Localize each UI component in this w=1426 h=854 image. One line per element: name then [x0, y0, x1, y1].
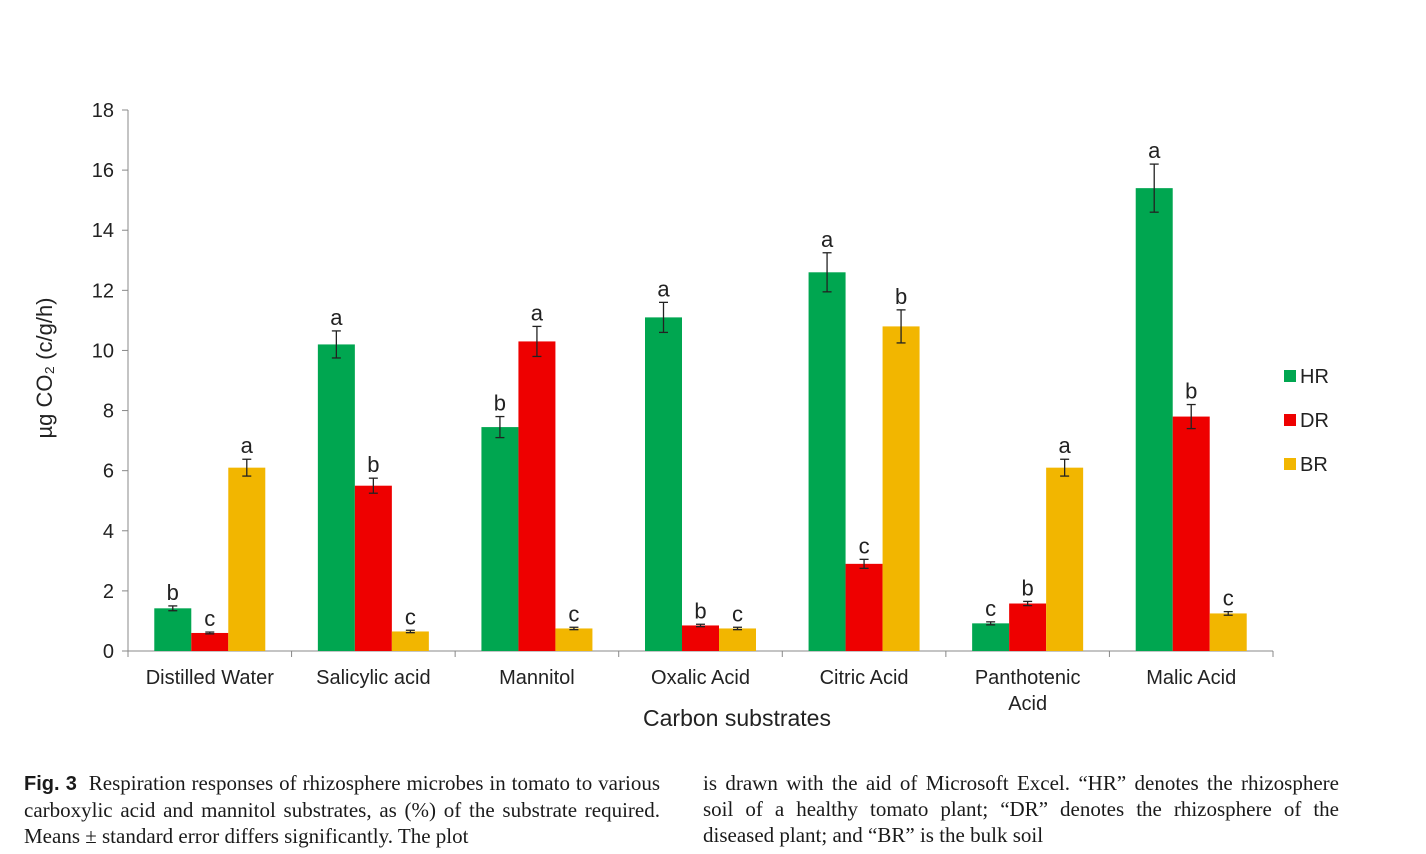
significance-letter: a	[330, 305, 343, 330]
y-tick-label: 18	[92, 100, 114, 122]
x-tick-label: Panthotenic	[975, 667, 1081, 689]
bar-dr	[682, 625, 719, 651]
legend-swatch-hr	[1284, 370, 1296, 382]
bar-hr	[317, 344, 355, 651]
significance-letter: b	[167, 580, 179, 605]
y-axis: 0 2 4 6 8 10 12 14 16 18	[92, 100, 129, 663]
legend-swatch-dr	[1284, 414, 1296, 426]
legend-swatch-br	[1284, 458, 1296, 470]
x-tick-label: Malic Acid	[1146, 667, 1236, 689]
significance-letter: b	[494, 391, 506, 416]
y-tick-label: 4	[103, 521, 114, 543]
significance-letter: b	[694, 598, 706, 623]
caption-text-left: Respiration responses of rhizosphere mic…	[24, 771, 660, 848]
figure-caption-left: Fig. 3 Respiration responses of rhizosph…	[24, 770, 660, 849]
caption-text-right: is drawn with the aid of Microsoft Excel…	[703, 771, 1339, 847]
bar-dr	[1009, 603, 1047, 651]
bar-dr	[845, 563, 883, 651]
legend: HR DR BR	[1284, 366, 1329, 476]
significance-letter: b	[895, 284, 907, 309]
figure-caption-right: is drawn with the aid of Microsoft Excel…	[703, 770, 1339, 848]
significance-letter: b	[1185, 379, 1197, 404]
bar-br	[1046, 467, 1084, 651]
bar-dr	[1172, 416, 1210, 651]
bar-hr	[645, 317, 682, 651]
x-tick-label: Citric Acid	[820, 667, 909, 689]
bar-hr	[808, 272, 846, 651]
legend-label-br: BR	[1300, 454, 1328, 476]
bar-br	[228, 467, 266, 651]
significance-letter: a	[657, 276, 670, 301]
significance-letter: a	[1148, 138, 1161, 163]
x-tick-label: Salicylic acid	[316, 667, 430, 689]
bar-br	[882, 326, 920, 651]
legend-label-dr: DR	[1300, 410, 1329, 432]
significance-letter: a	[531, 300, 544, 325]
bar-br	[719, 628, 756, 651]
bar-br	[1209, 613, 1247, 651]
y-tick-label: 0	[103, 641, 114, 663]
bar-hr	[972, 623, 1010, 651]
significance-letter: b	[1022, 575, 1034, 600]
significance-letter: a	[241, 433, 254, 458]
x-axis-label: Carbon substrates	[643, 705, 831, 731]
bar-chart: 0 2 4 6 8 10 12 14 16 18 Distilled Water Salicylic…	[32, 100, 1329, 731]
significance-letter: c	[985, 596, 996, 621]
y-tick-label: 2	[103, 581, 114, 603]
y-tick-label: 16	[92, 160, 114, 182]
bar-br	[555, 628, 593, 651]
significance-letter: c	[405, 604, 416, 629]
bar-br	[391, 631, 429, 651]
x-tick-label: Oxalic Acid	[651, 667, 750, 689]
bar-dr	[354, 485, 392, 651]
significance-letter: b	[367, 452, 379, 477]
y-tick-label: 14	[92, 220, 114, 242]
significance-letter: c	[1223, 586, 1234, 611]
x-tick-label: Mannitol	[499, 667, 575, 689]
significance-letter: a	[1059, 433, 1072, 458]
bar-dr	[191, 632, 229, 651]
y-tick-label: 12	[92, 280, 114, 302]
legend-label-hr: HR	[1300, 366, 1329, 388]
bar-dr	[518, 341, 556, 651]
significance-letter: c	[732, 601, 743, 626]
bar-hr	[1135, 188, 1173, 651]
significance-letter: c	[568, 601, 579, 626]
y-tick-label: 8	[103, 401, 114, 423]
significance-letter: a	[821, 227, 834, 252]
y-axis-label: µg CO₂ (c/g/h)	[32, 297, 57, 438]
significance-letter: c	[204, 606, 215, 631]
x-tick-label: Distilled Water	[146, 667, 275, 689]
y-tick-label: 10	[92, 340, 114, 362]
y-tick-label: 6	[103, 461, 114, 483]
significance-letter: c	[859, 533, 870, 558]
bar-hr	[154, 608, 192, 651]
x-tick-label: Acid	[1008, 693, 1047, 715]
bar-hr	[481, 427, 519, 651]
figure-label: Fig. 3	[24, 773, 77, 795]
